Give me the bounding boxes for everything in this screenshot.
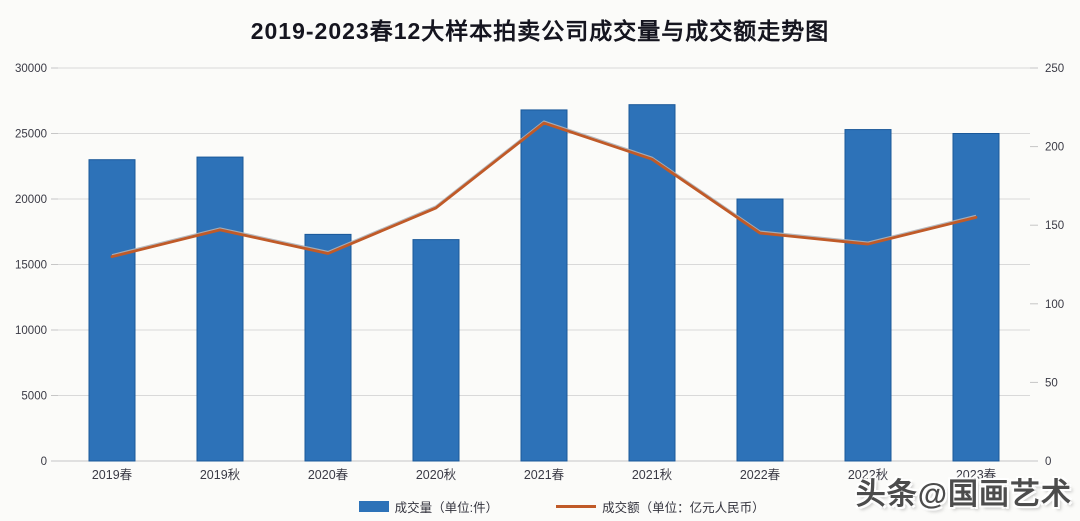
legend-item-volume: 成交量（单位:件）	[358, 497, 499, 516]
bar-2019春	[88, 159, 136, 462]
bar-series-swatch-icon	[358, 501, 389, 512]
legend-label-amount: 成交额（单位：亿元人民币）	[602, 501, 765, 515]
bar-2020秋	[412, 239, 460, 462]
right-axis-label: 150	[1045, 220, 1064, 232]
legend-label-volume: 成交量（单位:件）	[394, 501, 499, 515]
bar-2022秋	[844, 129, 892, 462]
x-axis-label: 2021春	[524, 468, 565, 482]
left-axis-label: 5000	[21, 391, 47, 403]
page-title: 2019-2023春12大样本拍卖公司成交量与成交额走势图	[250, 18, 830, 44]
left-axis-label: 20000	[15, 194, 47, 206]
bar-2019秋	[196, 156, 244, 462]
bar-2021秋	[628, 104, 676, 462]
left-axis-label: 25000	[15, 129, 47, 141]
x-axis-label: 2020春	[308, 468, 349, 482]
x-axis-label: 2020秋	[416, 468, 457, 482]
x-axis-label: 2022春	[740, 468, 781, 482]
right-axis-label: 250	[1045, 63, 1064, 75]
chart-legend: 成交量（单位:件） 成交额（单位：亿元人民币）	[358, 497, 765, 516]
x-axis-label: 2023春	[956, 468, 997, 482]
left-axis-label: 15000	[15, 260, 47, 272]
left-axis-label: 10000	[15, 325, 47, 337]
right-axis-label: 50	[1045, 377, 1058, 389]
right-axis-label: 0	[1045, 456, 1051, 468]
watermark: 头条@国画艺术	[855, 478, 1072, 511]
x-axis-label: 2019春	[92, 468, 133, 482]
left-axis-label: 0	[41, 456, 47, 468]
bar-2022春	[736, 198, 784, 462]
trend-line-highlight	[111, 120, 977, 257]
x-axis-label: 2021秋	[632, 468, 673, 482]
line-series-swatch-icon	[556, 505, 597, 508]
bar-2021春	[520, 109, 568, 462]
right-axis-label: 200	[1045, 142, 1064, 154]
x-axis-label: 2022秋	[848, 468, 889, 482]
right-axis-label: 100	[1045, 299, 1064, 311]
legend-item-amount: 成交额（单位：亿元人民币）	[556, 497, 765, 516]
x-axis-label: 2019秋	[200, 468, 241, 482]
trend-line	[110, 121, 978, 259]
bar-2020春	[304, 233, 352, 462]
bar-2023春	[952, 133, 1000, 462]
left-axis-label: 30000	[15, 63, 47, 75]
